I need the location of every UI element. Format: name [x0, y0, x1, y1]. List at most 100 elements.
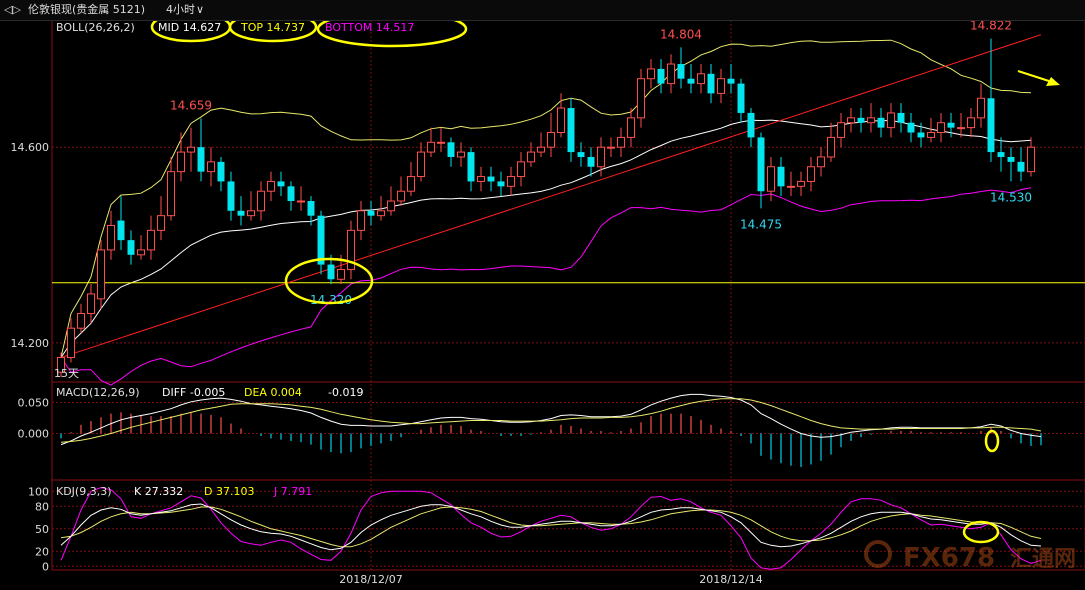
candle-body [1017, 161, 1025, 172]
kdj-j-line [60, 486, 1042, 570]
candle-body [557, 107, 565, 134]
symbol-title: 伦敦银现(贵金属 5121) [28, 3, 146, 16]
candle-body [347, 229, 355, 270]
candle-body [757, 137, 765, 192]
candle-body [957, 127, 965, 130]
macd-dea-line [60, 398, 1042, 443]
period-selector[interactable]: 4小时 [166, 3, 195, 16]
candle-body [67, 327, 75, 359]
candle-body [997, 152, 1005, 157]
candle-body [637, 78, 645, 119]
macd-dea-label: DEA 0.004 [244, 386, 302, 399]
boll-title[interactable]: BOLL(26,26,2) [56, 21, 135, 34]
watermark-text: FX678 [903, 543, 995, 573]
candle-body [497, 181, 505, 187]
kdj-j-label: J 7.791 [274, 485, 313, 498]
candle-body [867, 117, 875, 124]
price-annotation: 14.475 [740, 217, 782, 231]
candle-body [787, 185, 795, 188]
candle-body [307, 201, 315, 216]
candle-body [587, 156, 595, 167]
candle-body [97, 249, 105, 300]
highlight-kdj-cross [962, 520, 1000, 544]
candle-body [677, 64, 685, 79]
kdj-d-label: D 37.103 [204, 485, 255, 498]
candle-body [597, 146, 605, 168]
candle-body [727, 78, 735, 84]
candle-body [317, 215, 325, 265]
candle-body [697, 73, 705, 85]
kdj-y-tick-label: 100 [28, 485, 49, 498]
candle-body [687, 78, 695, 84]
candle-body [117, 220, 125, 241]
candle-body [247, 210, 255, 217]
candle-body [887, 112, 895, 129]
candle-body [777, 166, 785, 187]
candle-body [517, 161, 525, 178]
arrow-annotation [1017, 70, 1060, 86]
candle-body [397, 190, 405, 202]
kdj-k-label: K 27.332 [134, 485, 184, 498]
kdj-y-tick-label: 20 [35, 545, 49, 558]
candle-body [377, 210, 385, 217]
candle-body [207, 161, 215, 173]
candle-body [717, 78, 725, 94]
candle-body [487, 176, 495, 182]
candle-body [297, 200, 305, 203]
candle-body [647, 68, 655, 80]
candle-body [187, 146, 195, 153]
candle-body [357, 210, 365, 231]
candle-body [817, 156, 825, 168]
candle-body [577, 152, 585, 157]
macd-diff-label: DIFF -0.005 [162, 386, 226, 399]
candle-body [797, 180, 805, 187]
candle-body [427, 141, 435, 153]
candle-body [897, 112, 905, 123]
candle-body [907, 122, 915, 133]
candle-body [567, 108, 575, 153]
price-annotation: 14.822 [970, 19, 1012, 33]
boll-top-line [60, 39, 1032, 358]
candle-body [707, 73, 715, 94]
trend-line [60, 34, 1042, 359]
back-forward-icon[interactable]: ◁▷ [4, 3, 21, 16]
candle-body [77, 313, 85, 329]
x-tick-label: 2018/12/14 [699, 573, 762, 586]
highlight-low-14320 [284, 257, 374, 305]
candle-body [937, 122, 945, 134]
macd-title[interactable]: MACD(12,26,9) [56, 386, 140, 399]
candle-body [237, 210, 245, 216]
candle-body [167, 171, 175, 217]
chevron-down-icon[interactable]: ∨ [196, 3, 205, 16]
price-annotation: 14.804 [660, 27, 702, 41]
candle-body [927, 132, 935, 138]
candle-body [407, 176, 415, 192]
candle-body [1027, 146, 1035, 173]
watermark-text-cn: 汇通网 [1010, 547, 1076, 572]
candle-body [617, 136, 625, 148]
candle-body [447, 142, 455, 157]
kdj-y-tick-label: 80 [35, 500, 49, 513]
candle-body [657, 68, 665, 84]
candle-body [257, 190, 265, 212]
candle-body [607, 146, 615, 149]
candle-body [197, 147, 205, 172]
gap-label: 15天 [54, 367, 79, 380]
price-y-tick-label: 14.200 [11, 337, 50, 350]
candle-body [767, 166, 775, 192]
kdj-k-line [60, 503, 1042, 551]
candle-body [127, 240, 135, 255]
macd-value-label: -0.019 [328, 386, 364, 399]
candle-body [1007, 156, 1015, 162]
candle-body [987, 98, 995, 153]
candle-body [417, 151, 425, 178]
candle-body [157, 215, 165, 231]
macd-y-tick-label: 0.050 [18, 396, 50, 409]
candle-body [217, 161, 225, 182]
boll-top-label: TOP 14.737 [241, 21, 305, 34]
candle-body [527, 151, 535, 163]
boll-mid-label: MID 14.627 [158, 21, 222, 34]
kdj-title[interactable]: KDJ(9,3,3) [56, 485, 112, 498]
candle-body [737, 83, 745, 113]
candle-body [507, 176, 515, 187]
